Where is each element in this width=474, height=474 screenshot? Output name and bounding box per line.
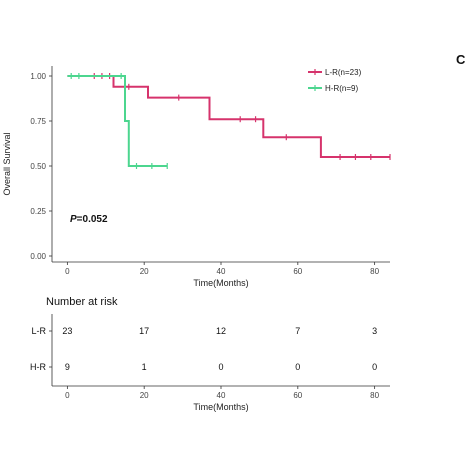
- risk-count: 7: [295, 326, 300, 336]
- km-curve-lr: [67, 75, 390, 158]
- risk-x-tick-label: 20: [140, 391, 149, 400]
- risk-x-tick-label: 80: [370, 391, 379, 400]
- risk-x-tick-label: 40: [217, 391, 226, 400]
- km-plot: 0.00 0.25 0.50 0.75 1.00 0 20 40 60 80 Overall S…: [2, 66, 391, 288]
- legend-label: L-R(n=23): [325, 68, 362, 77]
- risk-table: Number at risk L-R 23 17 12 7 3 H-R 9 1 0 0 0 0 20 40…: [30, 296, 390, 412]
- risk-row-label: L-R: [31, 326, 46, 336]
- risk-count: 12: [216, 326, 226, 336]
- km-y-tick-label: 0.00: [30, 252, 46, 261]
- legend-label: H-R(n=9): [325, 84, 358, 93]
- p-value-annotation: P=0.052: [70, 214, 108, 225]
- km-x-tick-label: 0: [65, 267, 70, 276]
- risk-count: 1: [142, 362, 147, 372]
- risk-row-label: H-R: [30, 362, 46, 372]
- km-x-axis-label: Time(Months): [193, 278, 248, 288]
- risk-count: 23: [62, 326, 72, 336]
- risk-count: 0: [372, 362, 377, 372]
- km-curve-hr: [67, 75, 168, 167]
- panel-label-c: C: [456, 52, 466, 67]
- risk-table-title: Number at risk: [46, 296, 118, 308]
- km-x-tick-label: 20: [140, 267, 149, 276]
- km-x-tick-label: 80: [370, 267, 379, 276]
- risk-count: 0: [295, 362, 300, 372]
- risk-count: 3: [372, 326, 377, 336]
- km-x-tick-label: 60: [293, 267, 302, 276]
- km-y-tick-label: 0.50: [30, 162, 46, 171]
- risk-count: 9: [65, 362, 70, 372]
- risk-count: 17: [139, 326, 149, 336]
- km-legend: L-R(n=23) H-R(n=9): [308, 68, 362, 93]
- km-y-tick-label: 1.00: [30, 72, 46, 81]
- risk-count: 0: [218, 362, 223, 372]
- km-y-tick-label: 0.25: [30, 207, 46, 216]
- km-y-axis-label: Overall Survival: [2, 132, 12, 195]
- km-y-tick-label: 0.75: [30, 117, 46, 126]
- risk-x-tick-label: 0: [65, 391, 70, 400]
- risk-x-tick-label: 60: [293, 391, 302, 400]
- risk-x-axis-label: Time(Months): [193, 402, 248, 412]
- km-x-tick-label: 40: [217, 267, 226, 276]
